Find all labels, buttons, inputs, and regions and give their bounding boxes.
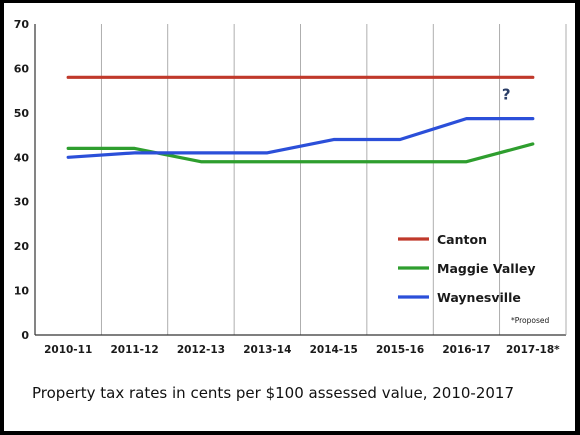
y-tick-label: 20 (14, 240, 30, 253)
y-tick-label: 50 (14, 107, 30, 120)
x-tick-label: 2012-13 (177, 344, 225, 356)
y-tick-label: 40 (14, 151, 30, 164)
y-tick-label: 60 (14, 62, 30, 75)
x-tick-label: 2017-18* (506, 344, 560, 356)
series-line-waynesville (66, 117, 535, 159)
legend-label-canton: Canton (437, 232, 487, 247)
x-tick-label: 2011-12 (110, 344, 158, 356)
legend-label-maggie-valley: Maggie Valley (437, 261, 536, 276)
x-tick-label: 2016-17 (442, 344, 490, 356)
chart-frame: 0 10 20 30 40 50 60 70 2010-11 2011-12 2012-13 201… (4, 3, 575, 431)
y-tick-label: 70 (14, 18, 30, 31)
question-mark-annotation: ? (502, 86, 511, 104)
x-tick-label: 2013-14 (243, 344, 291, 356)
y-tick-label: 10 (14, 285, 30, 298)
y-tick-label: 30 (14, 196, 30, 209)
x-tick-label: 2015-16 (376, 344, 424, 356)
series-line-maggie-valley (66, 142, 535, 164)
proposed-footnote: *Proposed (511, 316, 550, 325)
x-tick-label: 2014-15 (310, 344, 358, 356)
chart-caption: Property tax rates in cents per $100 ass… (32, 384, 514, 402)
y-tick-label: 0 (21, 329, 29, 342)
line-chart: 0 10 20 30 40 50 60 70 2010-11 2011-12 2012-13 201… (14, 18, 567, 402)
legend-label-waynesville: Waynesville (437, 290, 521, 305)
x-tick-label: 2010-11 (44, 344, 92, 356)
